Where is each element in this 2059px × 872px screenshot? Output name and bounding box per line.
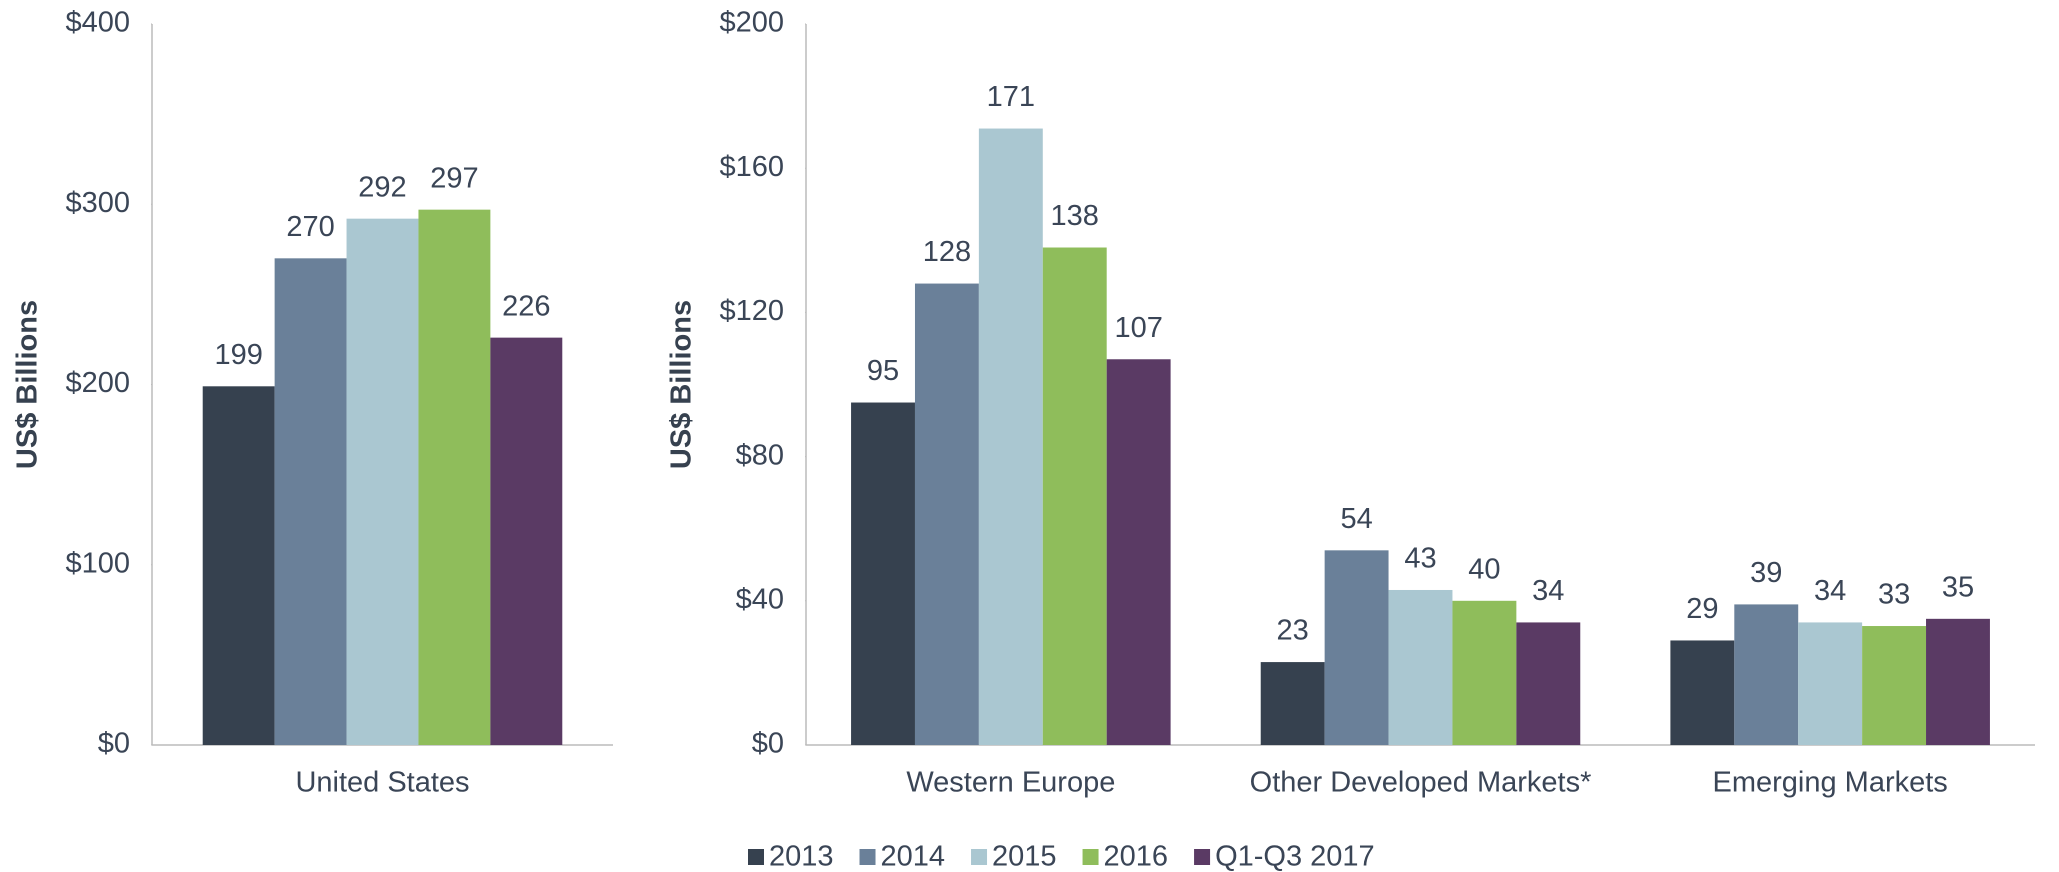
y-tick-label: $0 bbox=[752, 728, 784, 760]
data-label: 40 bbox=[1468, 553, 1500, 585]
bar bbox=[1324, 550, 1389, 745]
bar bbox=[1452, 600, 1517, 745]
data-label: 33 bbox=[1878, 579, 1910, 611]
data-label: 54 bbox=[1340, 503, 1372, 535]
data-label: 34 bbox=[1532, 575, 1564, 607]
data-label: 171 bbox=[987, 81, 1035, 113]
x-tick-label: Western Europe bbox=[906, 767, 1115, 799]
data-label: 128 bbox=[923, 236, 971, 268]
legend-label: 2015 bbox=[992, 841, 1057, 872]
legend-swatch bbox=[748, 849, 764, 865]
data-label: 138 bbox=[1051, 200, 1099, 232]
data-label: 43 bbox=[1404, 543, 1436, 575]
bar bbox=[274, 258, 347, 745]
legend-label: 2013 bbox=[769, 841, 834, 872]
legend-swatch bbox=[1194, 849, 1211, 865]
data-label: 35 bbox=[1942, 571, 1974, 603]
y-tick-label: $40 bbox=[736, 583, 784, 615]
data-label: 226 bbox=[502, 290, 550, 322]
y-axis-title: US$ Billions bbox=[12, 300, 44, 469]
bar bbox=[1734, 604, 1799, 745]
x-tick-label: United States bbox=[295, 767, 469, 799]
data-label: 297 bbox=[430, 162, 478, 194]
data-label: 107 bbox=[1114, 312, 1162, 344]
bar bbox=[1516, 622, 1581, 745]
y-tick-label: $100 bbox=[65, 547, 130, 579]
bar bbox=[1388, 589, 1453, 745]
y-axis-title: US$ Billions bbox=[666, 300, 698, 469]
legend-swatch bbox=[971, 849, 988, 865]
y-tick-label: $160 bbox=[719, 151, 784, 183]
y-tick-label: $120 bbox=[719, 295, 784, 327]
y-tick-label: $200 bbox=[719, 7, 784, 39]
data-label: 29 bbox=[1686, 593, 1718, 625]
data-label: 199 bbox=[214, 339, 262, 371]
bar bbox=[202, 386, 275, 745]
bar bbox=[1798, 622, 1863, 745]
y-tick-label: $0 bbox=[98, 728, 130, 760]
legend-label: 2016 bbox=[1104, 841, 1169, 872]
y-tick-label: $400 bbox=[65, 7, 130, 39]
data-label: 270 bbox=[286, 211, 334, 243]
x-tick-label: Other Developed Markets* bbox=[1250, 767, 1592, 799]
bar bbox=[418, 209, 491, 746]
bar bbox=[978, 128, 1043, 746]
bar bbox=[1042, 247, 1107, 745]
data-label: 34 bbox=[1814, 575, 1846, 607]
legend-label: Q1-Q3 2017 bbox=[1215, 841, 1375, 872]
bar bbox=[346, 218, 419, 746]
y-tick-label: $80 bbox=[736, 439, 784, 471]
bar bbox=[1260, 662, 1325, 745]
legend-swatch bbox=[859, 849, 876, 865]
y-tick-label: $300 bbox=[65, 187, 130, 219]
legend-label: 2014 bbox=[881, 841, 946, 872]
data-label: 95 bbox=[867, 355, 899, 387]
data-label: 23 bbox=[1277, 615, 1309, 647]
bar bbox=[1670, 640, 1735, 745]
bar bbox=[1926, 618, 1990, 745]
bar bbox=[490, 337, 563, 745]
data-label: 292 bbox=[358, 171, 406, 203]
y-tick-label: $200 bbox=[65, 367, 130, 399]
x-tick-label: Emerging Markets bbox=[1713, 767, 1948, 799]
bar bbox=[1862, 626, 1927, 745]
bar bbox=[851, 402, 915, 745]
data-label: 39 bbox=[1750, 557, 1782, 589]
legend-swatch bbox=[1082, 849, 1099, 865]
bar bbox=[914, 283, 979, 745]
bar bbox=[1106, 359, 1171, 745]
